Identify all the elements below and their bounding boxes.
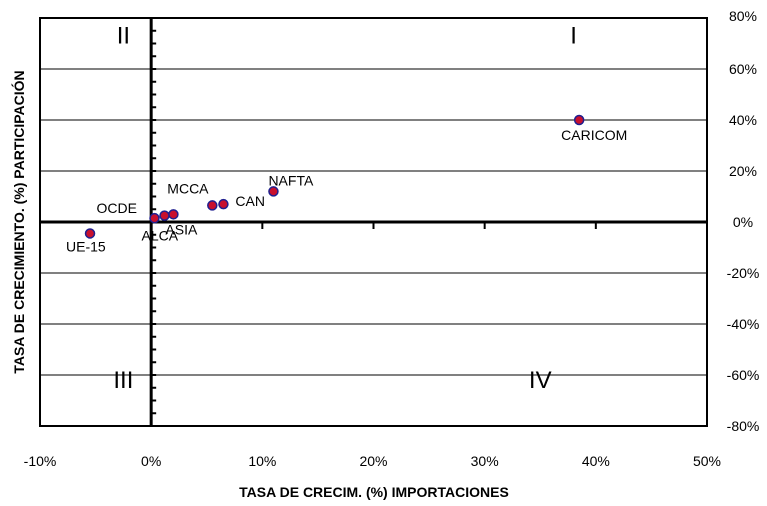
y-tick-label: 80% bbox=[729, 8, 757, 24]
quadrant-label: II bbox=[117, 23, 130, 50]
data-label: CAN bbox=[235, 193, 265, 209]
x-tick-label: 40% bbox=[582, 453, 610, 469]
x-tick-label: -10% bbox=[24, 453, 57, 469]
x-tick-label: 0% bbox=[141, 453, 161, 469]
data-point bbox=[84, 228, 96, 239]
y-tick-label: 0% bbox=[733, 214, 753, 230]
y-tick-labels: -80% -60% -40% -20% 0% 20% 40% 60% 80% bbox=[727, 8, 760, 434]
plot-border bbox=[39, 17, 708, 427]
x-tick-label: 20% bbox=[359, 453, 387, 469]
data-point bbox=[207, 200, 218, 211]
x-tick-label: 30% bbox=[471, 453, 499, 469]
x-tick-label: 10% bbox=[248, 453, 276, 469]
y-tick-label: 40% bbox=[729, 112, 757, 128]
quadrant-label: IV bbox=[529, 367, 552, 394]
y-tick-label: -40% bbox=[727, 316, 760, 332]
y-tick-label: -20% bbox=[727, 265, 760, 281]
data-point bbox=[268, 186, 279, 197]
data-point bbox=[168, 209, 179, 220]
data-label: NAFTA bbox=[268, 172, 314, 188]
quadrant-label: III bbox=[113, 367, 133, 394]
y-tick-label: -60% bbox=[727, 367, 760, 383]
data-point bbox=[218, 198, 229, 210]
x-axis-title: TASA DE CRECIM. (%) IMPORTACIONES bbox=[239, 484, 509, 500]
data-label: MCCA bbox=[167, 180, 209, 196]
data-label: ASIA bbox=[165, 221, 198, 237]
data-label: CARICOM bbox=[561, 127, 627, 143]
y-tick-label: 60% bbox=[729, 61, 757, 77]
y-tick-label: -80% bbox=[727, 418, 760, 434]
quadrant-label: I bbox=[570, 23, 577, 50]
data-label: UE-15 bbox=[66, 238, 106, 254]
x-tick-labels: -10% 0% 10% 20% 30% 40% 50% bbox=[24, 453, 721, 469]
data-point bbox=[573, 114, 585, 126]
x-tick-label: 50% bbox=[693, 453, 721, 469]
y-tick-label: 20% bbox=[729, 163, 757, 179]
data-label: ALCA bbox=[142, 228, 179, 244]
y-axis-title: TASA DE CRECIMIENTO. (%) PARTICIPACIÓN bbox=[10, 70, 27, 373]
data-point bbox=[149, 212, 160, 224]
data-point bbox=[159, 210, 170, 221]
data-label: OCDE bbox=[97, 200, 137, 216]
